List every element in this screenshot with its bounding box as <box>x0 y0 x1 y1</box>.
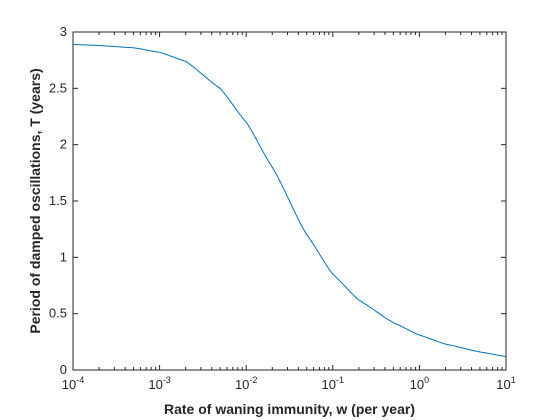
y-tick-label: 3 <box>60 24 67 39</box>
y-tick-label: 0 <box>60 362 67 377</box>
y-tick-label: 2 <box>60 137 67 152</box>
y-tick-label: 0.5 <box>49 306 67 321</box>
axis-ticks <box>72 31 507 371</box>
x-tick-label: 101 <box>496 375 515 392</box>
x-tick-label: 10-4 <box>62 375 84 392</box>
y-tick-label: 2.5 <box>49 80 67 95</box>
y-tick-label: 1 <box>60 249 67 264</box>
x-tick-label: 10-1 <box>322 375 344 392</box>
y-axis-label: Period of damped oscillations, T (years) <box>27 68 43 333</box>
y-tick-labels: 0 0.5 1 1.5 2 2.5 3 <box>49 24 67 377</box>
x-tick-label: 100 <box>410 375 429 392</box>
x-tick-label: 10-3 <box>148 375 170 392</box>
series-line <box>72 43 507 357</box>
x-axis-label: Rate of waning immunity, w (per year) <box>164 401 415 417</box>
y-tick-label: 1.5 <box>49 193 67 208</box>
x-tick-labels: 10-4 10-3 10-2 10-1 100 101 <box>62 375 516 392</box>
x-tick-label: 10-2 <box>235 375 257 392</box>
